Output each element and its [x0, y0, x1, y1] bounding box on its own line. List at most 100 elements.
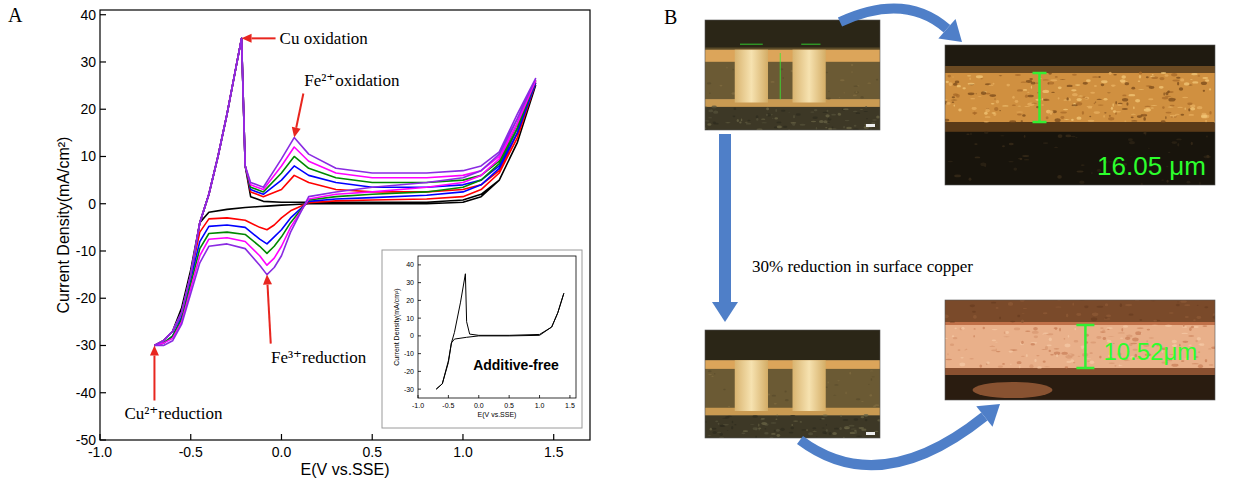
grain	[968, 83, 975, 85]
grain	[1064, 338, 1066, 339]
grain	[1071, 89, 1077, 91]
grain	[827, 110, 829, 112]
grain	[877, 419, 880, 421]
grain	[750, 423, 755, 425]
grain	[1031, 86, 1032, 89]
grain	[1149, 86, 1155, 89]
photo-border	[705, 330, 880, 438]
grain	[952, 96, 955, 98]
grain	[1122, 108, 1128, 110]
grain	[1041, 349, 1046, 351]
grain	[1059, 328, 1061, 332]
grain	[791, 424, 792, 426]
grain	[1177, 301, 1179, 303]
grain	[1147, 329, 1150, 331]
grain	[1197, 106, 1203, 109]
photo-border	[945, 300, 1215, 400]
grain	[945, 314, 949, 318]
y-tick-label: 10	[80, 148, 96, 164]
grain	[1017, 315, 1020, 318]
grain	[707, 82, 711, 84]
grain	[1012, 104, 1016, 105]
grain	[869, 394, 872, 396]
grain	[1201, 81, 1207, 85]
photo-layer	[945, 325, 1215, 369]
grain	[792, 123, 795, 126]
grain	[991, 112, 995, 113]
grain	[1048, 73, 1052, 75]
grain	[1190, 79, 1193, 81]
grain	[1170, 105, 1175, 107]
grain	[854, 91, 858, 93]
grain	[825, 114, 829, 117]
grain	[1033, 327, 1038, 330]
grain	[849, 372, 851, 375]
grain	[1058, 134, 1063, 138]
grain	[1072, 302, 1073, 305]
grain	[1139, 319, 1142, 321]
grain	[1000, 135, 1004, 136]
grain	[854, 125, 857, 127]
grain	[1009, 120, 1016, 122]
grain	[1206, 155, 1209, 158]
grain	[1115, 111, 1121, 112]
grain	[1050, 79, 1057, 81]
grain	[731, 426, 733, 429]
grain	[853, 94, 857, 96]
grain	[1103, 115, 1104, 118]
x-tick-label: 0.0	[474, 402, 484, 409]
grain	[743, 430, 748, 432]
grain	[829, 432, 832, 435]
grain	[1137, 327, 1144, 328]
grain	[1101, 80, 1107, 83]
grain	[1078, 356, 1080, 357]
grain	[984, 132, 989, 134]
grain	[1090, 92, 1095, 94]
grain	[843, 126, 845, 129]
grain	[1044, 366, 1050, 368]
grain	[1117, 104, 1122, 106]
grain	[1144, 106, 1150, 107]
grain	[1043, 312, 1048, 314]
grain	[949, 82, 953, 86]
grain	[1187, 102, 1192, 105]
grain	[1072, 74, 1077, 76]
grain	[846, 127, 852, 130]
grain	[1084, 97, 1089, 100]
grain	[1100, 327, 1104, 329]
grain	[1026, 354, 1028, 357]
grain	[1006, 84, 1010, 87]
grain	[1092, 76, 1098, 78]
arrow-top	[840, 9, 947, 29]
grain	[1013, 167, 1017, 170]
annotation: Cu oxidation	[280, 29, 369, 48]
photo-layer	[945, 122, 1215, 132]
grain	[1021, 313, 1024, 315]
grain	[861, 416, 865, 418]
grain	[767, 114, 772, 116]
x-tick	[462, 434, 463, 440]
grain	[1005, 331, 1009, 334]
grain	[974, 328, 976, 329]
grain	[984, 121, 990, 123]
x-tick-label: -0.5	[442, 402, 454, 409]
grain	[1020, 158, 1023, 160]
grain	[1043, 79, 1049, 80]
grain	[1066, 314, 1068, 318]
grain	[973, 315, 977, 319]
photo-layer	[705, 330, 880, 361]
grain	[758, 424, 759, 427]
grain	[1043, 361, 1046, 363]
grain	[1106, 327, 1113, 329]
grain	[1060, 111, 1067, 113]
panel-label: B	[664, 6, 677, 28]
grain	[1057, 175, 1062, 179]
grain	[826, 123, 830, 124]
grain	[1184, 82, 1190, 85]
grain	[1076, 98, 1081, 101]
grain	[973, 382, 1053, 398]
grain	[1002, 105, 1009, 106]
grain	[1082, 111, 1084, 115]
grain	[1165, 116, 1166, 119]
grain	[1108, 117, 1114, 120]
